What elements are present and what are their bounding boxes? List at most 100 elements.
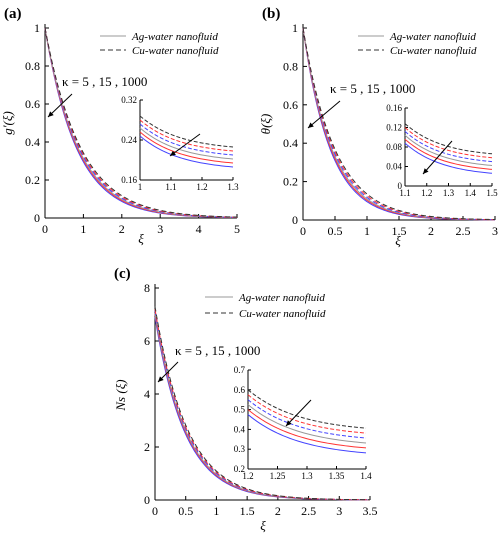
x-tick-label: 0 <box>300 224 306 238</box>
inset-y-tick-label: 0.16 <box>121 175 137 185</box>
y-tick-label: 0.8 <box>25 59 40 73</box>
series-line <box>44 27 238 218</box>
chart-panel-1: (b) 0 0.5 1 1.5 2 2.5 3 0 0.2 0.4 0.6 0.8 1 ξ θ(ξ) Ag-wa… <box>258 6 498 248</box>
x-tick-label: 0.5 <box>328 224 343 238</box>
inset-y-tick-label: 0.2 <box>234 464 245 474</box>
inset-y-tick-label: 0.3 <box>234 444 246 454</box>
arrow-head <box>48 111 54 117</box>
y-tick-label: 0 <box>292 213 298 227</box>
inset-series-line <box>139 131 234 164</box>
inset-y-tick-label: 0.4 <box>234 424 246 434</box>
y-tick-label: 0 <box>144 493 150 507</box>
x-tick-label: 2.5 <box>301 504 316 518</box>
legend-label: Cu-water nanofluid <box>132 45 219 57</box>
legend-label: Ag-water nanofluid <box>389 31 476 43</box>
x-axis-label: ξ <box>260 518 266 533</box>
arrow-head <box>158 376 164 382</box>
y-tick-label: 0.8 <box>283 59 298 73</box>
inset-x-tick-label: 1.3 <box>227 182 239 192</box>
inset-x-tick-label: 1.35 <box>329 471 345 481</box>
arrow-shaft <box>169 133 201 157</box>
y-tick-label: 1 <box>34 21 40 35</box>
inset-y-tick-label: 0.32 <box>121 95 137 105</box>
y-tick-label: 6 <box>144 334 150 348</box>
inset-x-tick-label: 1.5 <box>486 188 498 198</box>
inset-x-tick-label: 1.3 <box>301 471 313 481</box>
inset-background <box>248 370 366 469</box>
y-tick-label: 0.2 <box>283 175 298 189</box>
x-tick-label: 3 <box>336 504 342 518</box>
inset-series-line <box>404 131 493 163</box>
inset-x-tick-label: 1.1 <box>165 182 176 192</box>
inset-series-line <box>139 115 234 148</box>
y-tick-label: 8 <box>144 281 150 295</box>
inset-plot: 1.2 1.25 1.3 1.35 1.4 0.2 0.3 0.4 0.5 0.6 0.7 <box>234 365 372 481</box>
x-tick-label: 2 <box>428 224 434 238</box>
inset-y-tick-label: 0.04 <box>386 162 402 172</box>
inset-series-line <box>139 123 234 156</box>
panel-label: (c) <box>114 266 131 282</box>
inset-x-tick-label: 1 <box>138 182 143 192</box>
inset-series-line <box>404 142 493 174</box>
x-tick-label: 2.5 <box>456 224 471 238</box>
y-tick-label: 0.4 <box>25 135 40 149</box>
x-tick-label: 5 <box>234 222 240 236</box>
y-tick-label: 0.6 <box>283 98 298 112</box>
series-line <box>154 309 371 501</box>
y-tick-label: 0.4 <box>283 136 298 150</box>
y-axis-label: Ns (ξ) <box>113 379 128 411</box>
x-tick-label: 4 <box>196 222 202 236</box>
inset-series-line <box>247 404 367 444</box>
inset-background <box>140 100 233 180</box>
x-tick-label: 0 <box>152 504 158 518</box>
y-tick-label: 0.2 <box>25 173 40 187</box>
x-tick-label: 2 <box>275 504 281 518</box>
inset-y-tick-label: 0.5 <box>234 405 246 415</box>
legend-label: Ag-water nanofluid <box>238 292 325 304</box>
inset-series-line <box>404 127 493 159</box>
y-tick-label: 1 <box>292 21 298 35</box>
arrow-shaft <box>307 100 341 129</box>
inset-series-line <box>139 119 234 152</box>
y-axis-label: θ(ξ) <box>258 114 273 135</box>
x-tick-label: 3 <box>157 222 163 236</box>
series-line <box>44 27 238 218</box>
inset-series-line <box>247 394 367 434</box>
x-tick-label: 1 <box>213 504 219 518</box>
arrow-head <box>170 150 176 156</box>
arrow-head <box>308 122 314 128</box>
x-tick-label: 2 <box>119 222 125 236</box>
y-tick-label: 0 <box>34 211 40 225</box>
y-tick-label: 2 <box>144 440 150 454</box>
inset-y-tick-label: 0.6 <box>234 385 246 395</box>
inset-x-tick-label: 1.2 <box>421 188 432 198</box>
legend-label: Cu-water nanofluid <box>239 308 326 320</box>
inset-x-tick-label: 1.4 <box>360 471 372 481</box>
kappa-annotation: κ = 5 , 15 , 1000 <box>330 81 415 96</box>
x-tick-label: 3.5 <box>363 504 378 518</box>
inset-y-tick-label: 0.24 <box>121 135 137 145</box>
x-tick-label: 1 <box>80 222 86 236</box>
inset-y-tick-label: 0.7 <box>234 365 246 375</box>
inset-series-line <box>247 389 367 429</box>
chart-panel-0: (a) 0 1 2 3 4 5 0 0.2 0.4 0.6 0.8 1 ξ g′(ξ) Ag-water na… <box>0 6 240 246</box>
panel-label: (b) <box>262 6 280 22</box>
kappa-annotation: κ = 5 , 15 , 1000 <box>175 343 260 358</box>
inset-series-line <box>404 123 493 155</box>
inset-plot: 1 1.1 1.2 1.3 0.16 0.24 0.32 <box>121 95 239 192</box>
arrow-shaft <box>285 399 312 427</box>
x-tick-label: 1.5 <box>392 224 407 238</box>
inset-x-tick-label: 1.25 <box>270 471 286 481</box>
arrow-shaft <box>47 93 73 118</box>
inset-series-line <box>404 138 493 170</box>
arrow-shaft <box>422 140 453 175</box>
inset-y-tick-label: 0.16 <box>386 103 402 113</box>
inset-x-tick-label: 1.3 <box>443 188 455 198</box>
x-axis-label: ξ <box>138 231 144 246</box>
inset-y-tick-label: 0.08 <box>386 142 402 152</box>
y-tick-label: 0.6 <box>25 97 40 111</box>
inset-x-tick-label: 1.4 <box>465 188 477 198</box>
inset-x-tick-label: 1.1 <box>399 188 410 198</box>
legend-label: Cu-water nanofluid <box>390 45 477 57</box>
x-tick-label: 0.5 <box>178 504 193 518</box>
